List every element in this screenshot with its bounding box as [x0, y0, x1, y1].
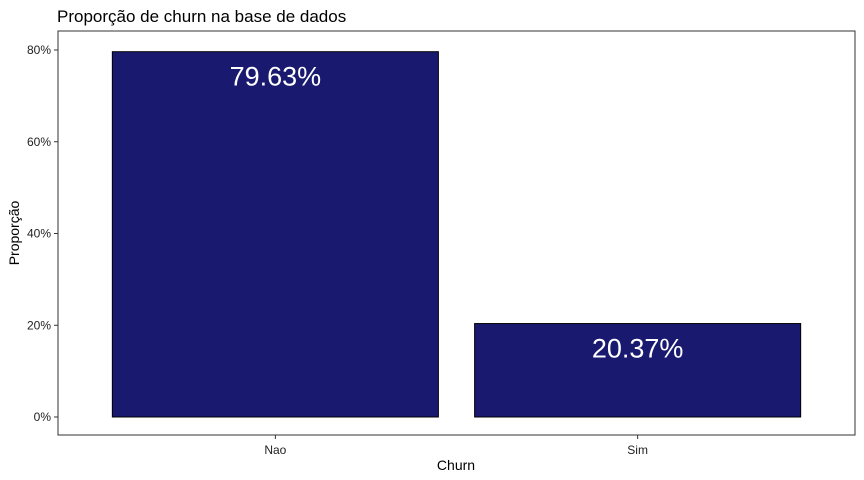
- x-tick-label: Nao: [264, 443, 286, 457]
- y-tick-label: 40%: [27, 227, 51, 241]
- bar-nao: [111, 51, 439, 418]
- y-axis-title: Proporção: [6, 200, 22, 265]
- x-axis-title: Churn: [437, 457, 475, 473]
- chart-title: Proporção de churn na base de dados: [57, 7, 346, 26]
- bars-group: [111, 51, 802, 418]
- y-tick-label: 60%: [27, 135, 51, 149]
- data-label-nao: 79.63%: [230, 62, 322, 92]
- data-labels-group: 79.63% 20.37%: [230, 62, 684, 364]
- bar-sim: [474, 323, 802, 418]
- data-label-sim: 20.37%: [592, 334, 684, 364]
- y-tick-label: 0%: [34, 410, 52, 424]
- y-tick-label: 80%: [27, 43, 51, 57]
- x-tick-label: Sim: [627, 443, 648, 457]
- x-axis: Nao Sim: [264, 435, 648, 457]
- y-axis: 0% 20% 40% 60% 80%: [27, 43, 58, 424]
- y-tick-label: 20%: [27, 318, 51, 332]
